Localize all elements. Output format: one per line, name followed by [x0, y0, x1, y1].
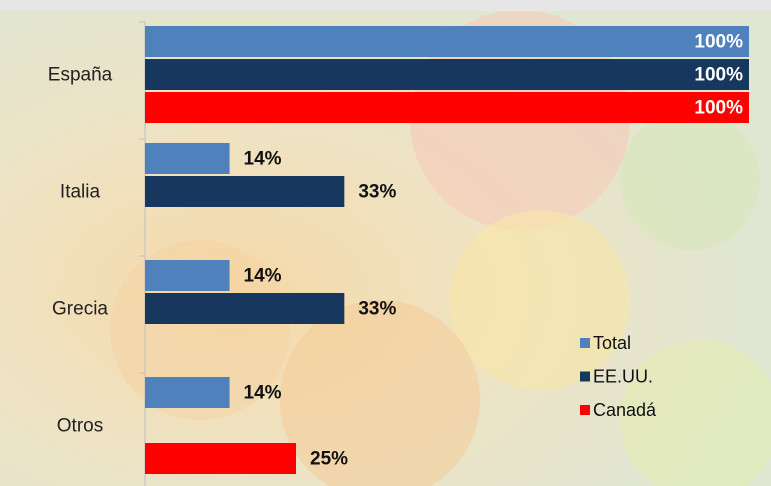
value-label: 25% [310, 449, 348, 470]
bar [145, 377, 230, 408]
chart: España 100% 100% 100% Italia 14% 33% Grecia 14% 3… [0, 0, 771, 486]
value-label: 14% [244, 383, 282, 404]
background-shape [450, 210, 630, 390]
legend-swatch [580, 338, 590, 348]
value-label: 100% [694, 65, 743, 86]
legend-label: Total [593, 333, 631, 353]
category-label: España [48, 65, 113, 86]
legend-swatch [580, 372, 590, 382]
value-label: 100% [694, 98, 743, 119]
value-label: 14% [244, 149, 282, 170]
bar [145, 176, 344, 207]
page: {"chart_data": {"type": "bar", "orientat… [0, 0, 771, 486]
bar [145, 92, 749, 123]
bar [145, 59, 749, 90]
bar [145, 143, 230, 174]
value-label: 100% [694, 32, 743, 53]
bar [145, 293, 344, 324]
background-shape [620, 110, 760, 250]
bar [145, 260, 230, 291]
bar [145, 443, 296, 474]
category-label: Grecia [52, 299, 108, 320]
top-strip [0, 0, 771, 11]
category-label: Otros [57, 416, 103, 437]
value-label: 33% [358, 182, 396, 203]
category-label: Italia [60, 182, 101, 203]
legend-label: EE.UU. [593, 366, 653, 386]
bar [145, 26, 749, 57]
value-label: 14% [244, 266, 282, 287]
legend-swatch [580, 405, 590, 415]
legend-label: Canadá [593, 400, 657, 420]
value-label: 33% [358, 299, 396, 320]
